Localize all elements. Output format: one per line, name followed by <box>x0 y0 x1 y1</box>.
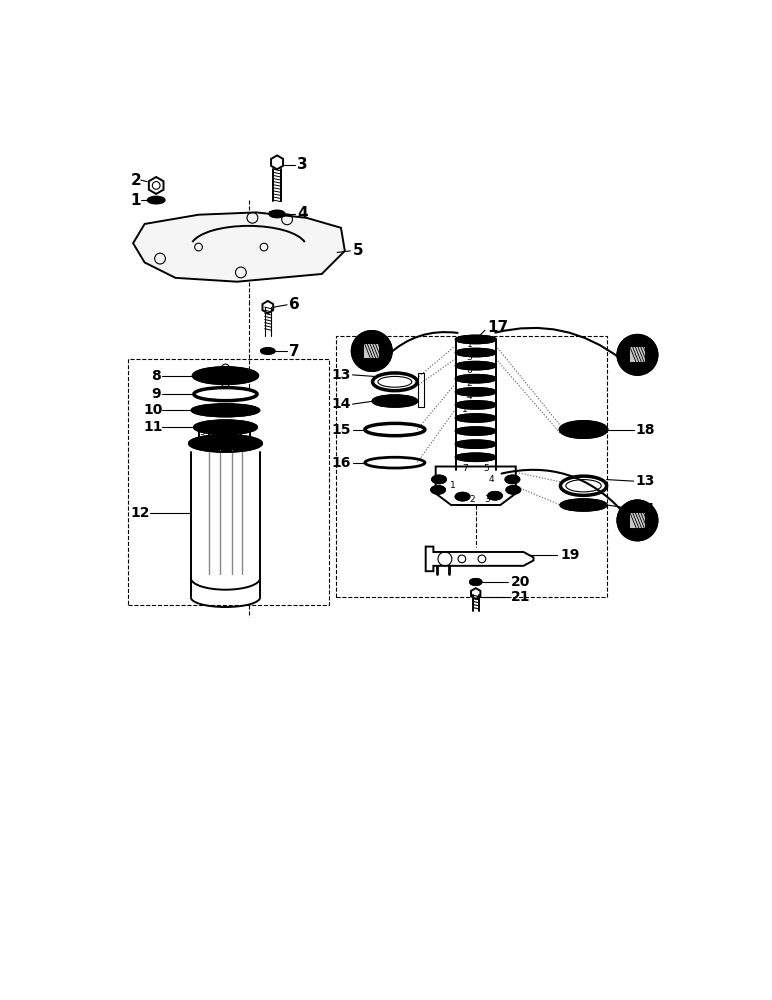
Ellipse shape <box>455 362 496 369</box>
Ellipse shape <box>560 499 607 511</box>
Ellipse shape <box>455 440 496 448</box>
Text: 10: 10 <box>143 403 162 417</box>
Ellipse shape <box>213 424 222 429</box>
Ellipse shape <box>455 414 496 422</box>
Text: 2: 2 <box>130 173 141 188</box>
Text: 11: 11 <box>143 420 163 434</box>
Text: 19: 19 <box>560 548 580 562</box>
Text: 14: 14 <box>331 397 351 411</box>
Text: 9: 9 <box>151 387 161 401</box>
Text: 6: 6 <box>213 428 218 437</box>
Text: 8: 8 <box>151 369 161 383</box>
Text: 2: 2 <box>469 495 475 504</box>
Ellipse shape <box>455 375 496 383</box>
Text: 7: 7 <box>290 344 300 359</box>
Ellipse shape <box>373 395 417 407</box>
Text: 7: 7 <box>462 464 468 473</box>
Text: 1: 1 <box>462 405 468 414</box>
Ellipse shape <box>199 438 208 441</box>
Ellipse shape <box>455 336 496 343</box>
Text: 5: 5 <box>227 428 232 437</box>
Circle shape <box>352 331 392 371</box>
Ellipse shape <box>193 367 258 384</box>
Text: 13: 13 <box>636 474 655 488</box>
Text: 17: 17 <box>487 320 509 335</box>
Text: 4: 4 <box>297 206 308 221</box>
Ellipse shape <box>227 438 236 441</box>
Text: 6: 6 <box>467 366 472 375</box>
Ellipse shape <box>455 493 469 500</box>
Ellipse shape <box>269 210 285 217</box>
Text: 13: 13 <box>332 368 351 382</box>
Ellipse shape <box>199 424 208 429</box>
Text: 3: 3 <box>297 157 308 172</box>
Ellipse shape <box>194 420 257 434</box>
Ellipse shape <box>261 348 275 354</box>
Polygon shape <box>425 547 533 571</box>
Text: 12: 12 <box>130 506 151 520</box>
Ellipse shape <box>432 486 445 494</box>
FancyArrowPatch shape <box>496 328 621 359</box>
Text: 3: 3 <box>467 353 472 362</box>
Polygon shape <box>629 346 646 363</box>
Polygon shape <box>364 343 381 359</box>
Text: 1: 1 <box>130 193 141 208</box>
Ellipse shape <box>147 197 164 204</box>
Ellipse shape <box>560 421 608 438</box>
Ellipse shape <box>488 492 502 500</box>
Text: 20: 20 <box>510 575 530 589</box>
Text: 5: 5 <box>483 464 489 473</box>
Ellipse shape <box>455 453 496 461</box>
Text: 1: 1 <box>450 481 455 490</box>
Ellipse shape <box>455 349 496 356</box>
Ellipse shape <box>191 404 259 416</box>
Circle shape <box>618 500 658 540</box>
Polygon shape <box>262 301 273 313</box>
Ellipse shape <box>241 438 250 441</box>
FancyArrowPatch shape <box>502 470 621 511</box>
Text: 16: 16 <box>332 456 351 470</box>
Polygon shape <box>629 512 646 529</box>
FancyArrowPatch shape <box>388 332 458 355</box>
Text: 6: 6 <box>290 297 300 312</box>
Polygon shape <box>133 212 345 282</box>
Ellipse shape <box>213 438 222 441</box>
Ellipse shape <box>227 424 236 429</box>
Ellipse shape <box>241 424 250 429</box>
Ellipse shape <box>432 476 446 483</box>
Text: 2: 2 <box>467 379 472 388</box>
Text: 4: 4 <box>467 392 472 401</box>
Polygon shape <box>435 466 516 505</box>
Circle shape <box>618 335 658 375</box>
Text: 21: 21 <box>510 590 530 604</box>
Text: 1: 1 <box>467 340 472 349</box>
Text: 4: 4 <box>489 475 494 484</box>
Text: 5: 5 <box>353 243 363 258</box>
Text: 14: 14 <box>636 502 655 516</box>
Text: 3: 3 <box>199 428 205 437</box>
Polygon shape <box>149 177 164 194</box>
Ellipse shape <box>506 486 520 494</box>
Ellipse shape <box>455 388 496 396</box>
Text: 18: 18 <box>636 423 655 437</box>
Ellipse shape <box>189 435 262 452</box>
Ellipse shape <box>455 427 496 435</box>
Ellipse shape <box>455 401 496 409</box>
Text: 3: 3 <box>484 495 490 504</box>
Ellipse shape <box>506 476 520 483</box>
Polygon shape <box>471 588 480 599</box>
Ellipse shape <box>470 579 482 585</box>
Text: 15: 15 <box>331 423 351 437</box>
Polygon shape <box>271 155 283 169</box>
